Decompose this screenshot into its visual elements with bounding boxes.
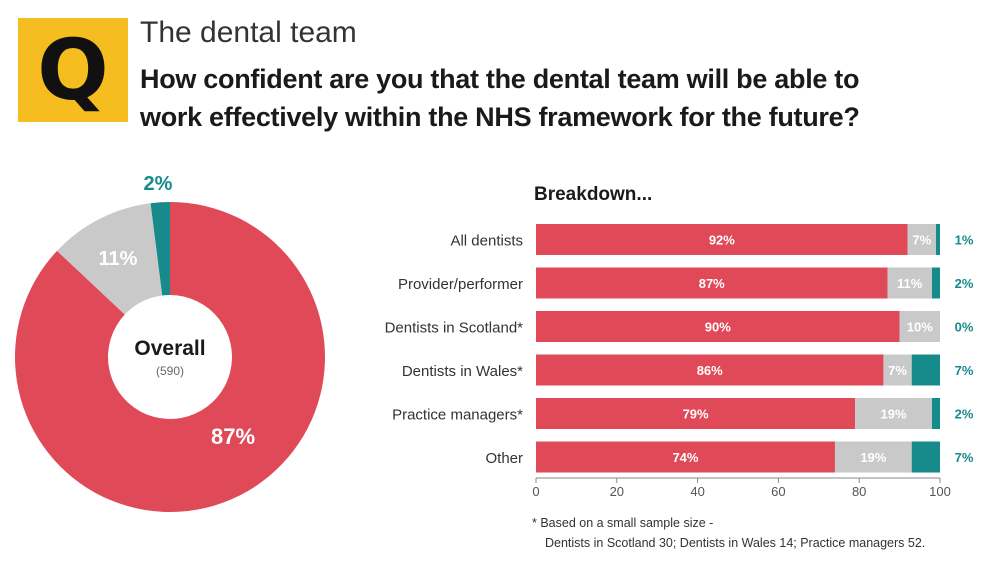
category-label: Other: [485, 450, 523, 467]
donut-slice-label: 87%: [211, 424, 255, 449]
bar-segment: [911, 441, 940, 473]
bar-segment: [536, 398, 856, 429]
footnote-line-2: Dentists in Scotland 30; Dentists in Wal…: [545, 536, 926, 550]
donut-chart: 87% 11% 2% Overall (590): [14, 173, 325, 512]
bar-segment: [899, 311, 940, 342]
x-tick-label: 40: [690, 484, 704, 499]
bar-segment: [536, 267, 888, 299]
bar-segment: [536, 224, 908, 255]
question-text: How confident are you that the dental te…: [140, 64, 860, 132]
bar-value-label: 7%: [955, 450, 974, 465]
bar-segment: [834, 441, 912, 473]
category-label: Practice managers*: [392, 407, 523, 424]
bar-segment: [536, 441, 835, 473]
donut-slice: [14, 202, 325, 512]
footnote: * Based on a small sample size - Dentist…: [532, 513, 925, 553]
x-tick-label: 60: [771, 484, 785, 499]
bar-segment: [931, 398, 940, 429]
bar-value-label: 7%: [912, 233, 931, 248]
question-badge: Q: [18, 18, 128, 122]
category-label: All dentists: [450, 233, 523, 250]
bar-value-label: 10%: [907, 320, 933, 335]
bar-segment: [536, 354, 884, 386]
bar-value-label: 79%: [683, 407, 709, 422]
bar-value-label: 7%: [955, 363, 974, 378]
bar-value-label: 19%: [881, 407, 907, 422]
bar-value-label: 11%: [897, 276, 923, 291]
bar-value-label: 2%: [955, 276, 974, 291]
bar-value-label: 86%: [697, 363, 723, 378]
donut-slice-label: 2%: [144, 173, 173, 195]
donut-slice-label: 11%: [99, 248, 138, 270]
bar-segment: [887, 267, 932, 299]
bar-value-label: 1%: [955, 233, 974, 248]
section-title: The dental team: [140, 16, 357, 49]
bar-value-label: 2%: [955, 407, 974, 422]
bar-segment: [935, 224, 940, 255]
bar-segment: [907, 224, 936, 255]
category-label: Dentists in Scotland*: [385, 320, 524, 337]
x-tick-label: 20: [610, 484, 624, 499]
category-label: Dentists in Wales*: [402, 363, 523, 380]
bar-segment: [931, 267, 940, 299]
category-label: Provider/performer: [398, 276, 523, 293]
bar-value-label: 0%: [955, 320, 974, 335]
donut-center-label: Overall: [134, 337, 205, 360]
bar-segment: [536, 311, 900, 342]
bar-value-label: 92%: [709, 233, 735, 248]
bar-segment: [883, 354, 912, 386]
bar-segment: [911, 354, 940, 386]
question-badge-letter: Q: [37, 21, 109, 119]
bar-value-label: 90%: [705, 320, 731, 335]
donut-center-sublabel: (590): [156, 364, 184, 378]
stacked-bar-chart: All dentists 92% 7% 1% Provider/performer 87%…: [385, 224, 974, 499]
bar-value-label: 19%: [860, 450, 886, 465]
bar-value-label: 7%: [888, 363, 907, 378]
bar-value-label: 74%: [672, 450, 698, 465]
x-tick-label: 80: [852, 484, 866, 499]
breakdown-title: Breakdown...: [534, 184, 653, 205]
bar-value-label: 87%: [699, 276, 725, 291]
donut-slice: [57, 203, 163, 315]
bar-segment: [855, 398, 932, 429]
donut-slice: [150, 202, 170, 296]
x-tick-label: 0: [532, 484, 539, 499]
x-tick-label: 100: [929, 484, 951, 499]
footnote-line-1: * Based on a small sample size -: [532, 516, 714, 530]
